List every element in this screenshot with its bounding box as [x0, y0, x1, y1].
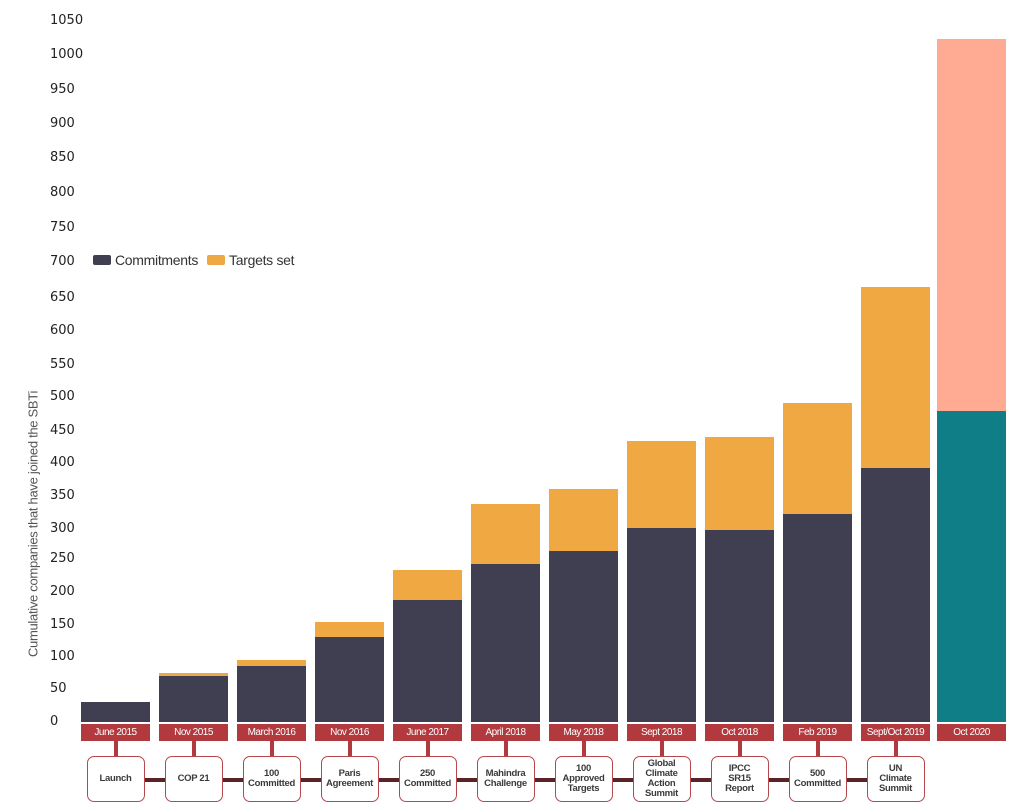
bar-targets-set [627, 441, 696, 528]
legend-label-targets-set: Targets set [229, 252, 295, 268]
x-tick-label: Sept 2018 [627, 724, 696, 741]
timeline-stem [581, 741, 586, 756]
y-tick-label: 300 [50, 521, 75, 536]
y-tick-label: 450 [50, 423, 75, 438]
x-tick-label: Oct 2018 [705, 724, 774, 741]
y-tick-label: 600 [50, 323, 75, 338]
legend-item-targets-set: Targets set [207, 252, 295, 268]
y-tick-label: 200 [50, 584, 75, 599]
y-tick-label: 350 [50, 488, 75, 503]
legend-item-commitments: Commitments [93, 252, 198, 268]
x-tick-label: Nov 2015 [159, 724, 228, 741]
timeline-connector [690, 778, 711, 782]
y-tick-label: 950 [50, 82, 75, 97]
bar-targets-set [783, 403, 852, 515]
bar-commitments [471, 564, 540, 722]
y-tick-label: 150 [50, 617, 75, 632]
timeline-connector [456, 778, 477, 782]
timeline-stem [815, 741, 820, 756]
timeline-event: 100 Committed [242, 756, 301, 802]
timeline-event: 500 Committed [788, 756, 847, 802]
timeline-connector [534, 778, 555, 782]
bar-commitments [783, 514, 852, 722]
y-tick-label: 900 [50, 116, 75, 131]
bar-commitments [549, 551, 618, 722]
timeline-event: Mahindra Challenge [476, 756, 535, 802]
bar-oct-2020-lower-segment [937, 411, 1006, 722]
timeline-event: 100 Approved Targets [554, 756, 613, 802]
bar-targets-set [549, 489, 618, 552]
bar-oct-2020-upper-segment [937, 39, 1006, 412]
timeline-connector [144, 778, 165, 782]
timeline-connector [612, 778, 633, 782]
x-tick-label: June 2015 [81, 724, 150, 741]
timeline-stem [113, 741, 118, 756]
bar-targets-set [159, 673, 228, 677]
y-tick-label: 1000 [50, 47, 84, 62]
x-tick-label: Nov 2016 [315, 724, 384, 741]
bar-targets-set [861, 287, 930, 469]
x-tick-label: May 2018 [549, 724, 618, 741]
y-axis-label: Cumulative companies that have joined th… [25, 390, 41, 658]
bar-commitments [393, 599, 462, 722]
y-tick-label: 700 [50, 254, 75, 269]
timeline-stem [893, 741, 898, 756]
bar-targets-set [315, 621, 384, 638]
timeline-stem [347, 741, 352, 756]
bar-commitments [705, 529, 774, 722]
x-tick-label: March 2016 [237, 724, 306, 741]
timeline-stem [503, 741, 508, 756]
bar-targets-set [237, 660, 306, 666]
timeline-event: 250 Committed [398, 756, 457, 802]
timeline-event: UN Climate Summit [866, 756, 925, 802]
timeline-stem [269, 741, 274, 756]
bar-commitments [237, 665, 306, 722]
timeline-connector [300, 778, 321, 782]
bar-targets-set [705, 437, 774, 530]
y-tick-label: 400 [50, 455, 75, 470]
timeline-connector [846, 778, 867, 782]
x-tick-label: June 2017 [393, 724, 462, 741]
bar-commitments [159, 676, 228, 722]
timeline-connector [768, 778, 789, 782]
timeline-connector [222, 778, 243, 782]
y-tick-label: 1050 [50, 13, 84, 28]
bar-commitments [861, 468, 930, 722]
timeline-stem [737, 741, 742, 756]
y-tick-label: 250 [50, 551, 75, 566]
timeline-stem [425, 741, 430, 756]
y-tick-label: 850 [50, 150, 75, 165]
timeline-connector [378, 778, 399, 782]
bar-commitments [315, 637, 384, 722]
timeline-event: COP 21 [164, 756, 223, 802]
timeline-stem [191, 741, 196, 756]
y-tick-label: 500 [50, 389, 75, 404]
x-tick-label: Feb 2019 [783, 724, 852, 741]
timeline-event: Launch [86, 756, 145, 802]
bar-commitments [627, 527, 696, 722]
y-tick-label: 750 [50, 220, 75, 235]
timeline-stem [659, 741, 664, 756]
x-tick-label: Sept/Oct 2019 [861, 724, 930, 741]
y-tick-label: 650 [50, 290, 75, 305]
bar-targets-set [471, 503, 540, 565]
bar-targets-set [393, 569, 462, 600]
y-tick-label: 50 [50, 681, 67, 696]
y-tick-label: 0 [50, 714, 59, 729]
timeline-event: Paris Agreement [320, 756, 379, 802]
x-tick-label: Oct 2020 [937, 724, 1006, 741]
timeline-event: IPCC SR15 Report [710, 756, 769, 802]
legend-swatch-targets-set [207, 255, 226, 265]
y-tick-label: 800 [50, 185, 75, 200]
legend: Commitments Targets set [93, 252, 303, 268]
y-tick-label: 100 [50, 649, 75, 664]
timeline-event: Global Climate Action Summit [632, 756, 691, 802]
bar-commitments [81, 702, 150, 722]
legend-swatch-commitments [93, 255, 111, 265]
y-tick-label: 550 [50, 357, 75, 372]
x-tick-label: April 2018 [471, 724, 540, 741]
legend-label-commitments: Commitments [115, 252, 199, 268]
